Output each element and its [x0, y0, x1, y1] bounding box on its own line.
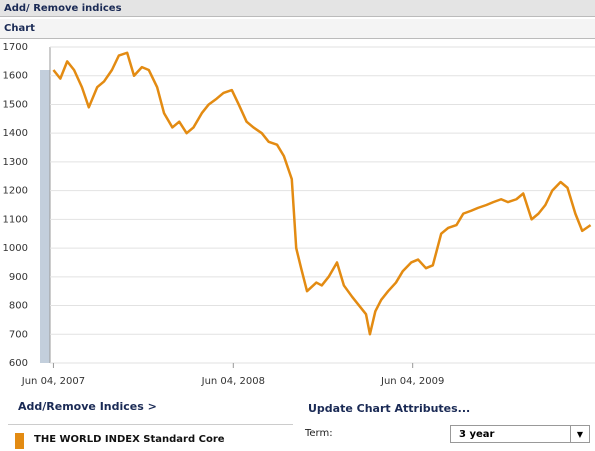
y-tick-label: 1400: [3, 128, 28, 139]
y-tick-label: 900: [9, 272, 28, 283]
y-tick-label: 1200: [3, 186, 28, 197]
y-tick-label: 1500: [3, 99, 28, 110]
y-tick-label: 600: [9, 358, 28, 369]
y-tick-label: 700: [9, 329, 28, 340]
x-tick-label: Jun 04, 2009: [380, 376, 444, 387]
x-tick-label: Jun 04, 2007: [21, 376, 85, 387]
header-title: Add/ Remove indices: [4, 3, 122, 14]
legend-swatch: [15, 433, 24, 449]
term-label: Term:: [305, 428, 333, 439]
x-tick-label: Jun 04, 2008: [201, 376, 265, 387]
y-tick-label: 1000: [3, 243, 28, 254]
range-handle: [40, 70, 50, 363]
update-link[interactable]: Update Chart Attributes...: [308, 402, 471, 415]
panel-bar: Chart: [0, 19, 595, 39]
term-value: 3 year: [459, 429, 495, 440]
dropdown-arrow[interactable]: ▼: [570, 426, 589, 442]
header-bar: Add/ Remove indices: [0, 0, 595, 17]
y-tick-label: 1100: [3, 214, 28, 225]
add-remove-link[interactable]: Add/Remove Indices >: [18, 400, 157, 413]
y-tick-label: 800: [9, 301, 28, 312]
y-tick-label: 1300: [3, 157, 28, 168]
data-line: [52, 51, 592, 336]
term-select[interactable]: 3 year ▼: [450, 425, 590, 443]
legend-row: THE WORLD INDEX Standard Core: [8, 424, 293, 451]
y-tick-label: 1700: [3, 42, 28, 53]
panel-title: Chart: [4, 23, 35, 34]
chart: 600 700 800 900 1000 1100 1200 1300 1400 1500 1600…: [3, 42, 595, 387]
legend-label: THE WORLD INDEX Standard Core: [34, 434, 225, 445]
y-tick-label: 1600: [3, 71, 28, 82]
